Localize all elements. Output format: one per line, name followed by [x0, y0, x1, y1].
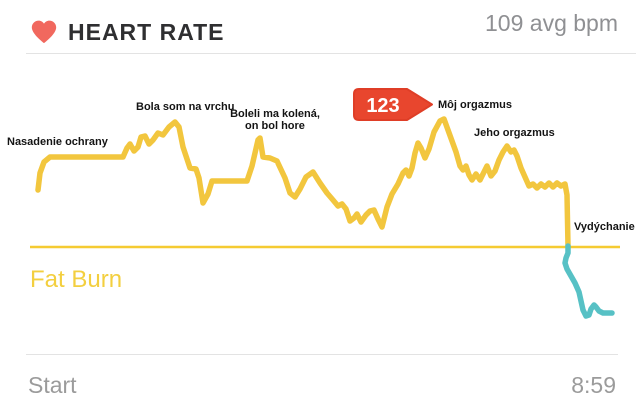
x-axis-start-label: Start	[28, 372, 77, 398]
footer: Start 8:59	[0, 355, 636, 416]
header: HEART RATE 109 avg bpm	[0, 0, 636, 53]
heart-rate-chart: 123 Fat Burn Nasadenie ochrany Bola som n…	[0, 54, 636, 354]
peak-bpm-value: 123	[366, 95, 399, 117]
chart-canvas: 123	[30, 88, 620, 319]
fat-burn-zone-label: Fat Burn	[30, 266, 123, 293]
page-title: HEART RATE	[68, 19, 225, 45]
chart-annotation: Boleli ma kolená, on bol hore	[230, 108, 320, 132]
peak-bpm-badge: 123	[353, 88, 433, 121]
header-divider	[26, 53, 636, 54]
x-axis-end-label: 8:59	[571, 372, 616, 398]
heart-rate-line-yellow	[35, 116, 571, 249]
footer-divider	[26, 354, 618, 355]
chart-annotation: Vydýchanie	[574, 221, 635, 233]
chart-annotation: Bola som na vrchu	[136, 101, 235, 113]
heart-icon	[30, 19, 58, 45]
chart-annotation: Nasadenie ochrany	[7, 136, 108, 148]
avg-bpm-value: 109 avg bpm	[485, 10, 618, 36]
chart-annotation: Jeho orgazmus	[474, 127, 555, 139]
heart-rate-line-teal	[562, 243, 615, 319]
chart-annotation: Môj orgazmus	[438, 99, 512, 111]
